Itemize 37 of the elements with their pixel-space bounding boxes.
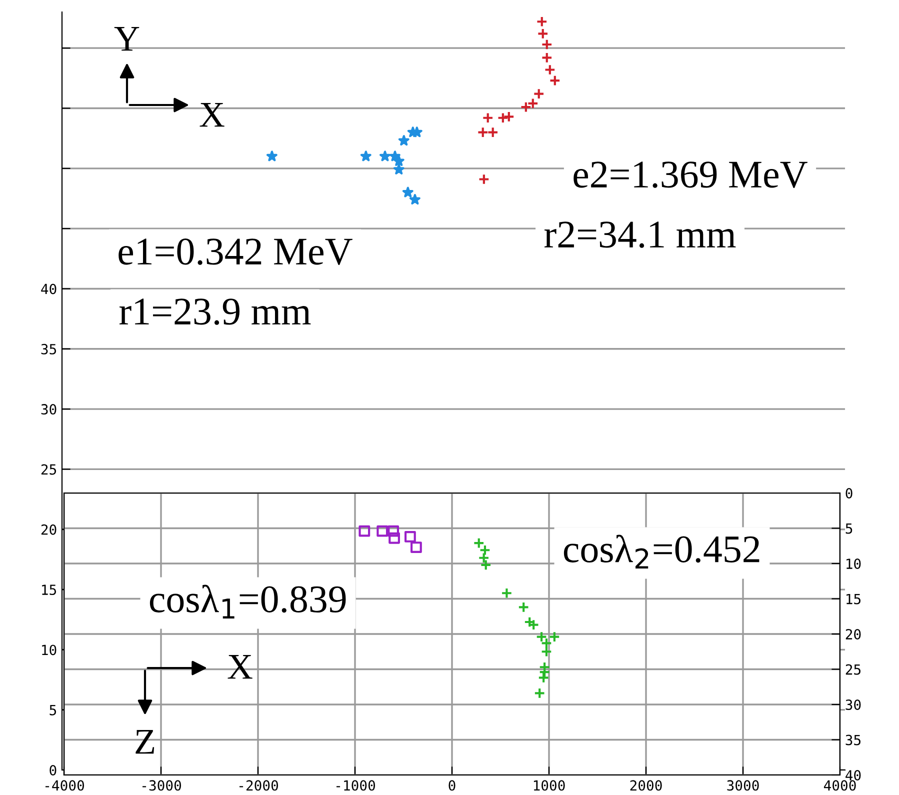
y-tick-label: 25: [846, 664, 860, 675]
y-tick-label: 30: [846, 700, 861, 710]
x-tick-label: 0: [448, 780, 456, 791]
y-tick-label: 10: [846, 558, 861, 570]
annotation: X: [200, 103, 224, 127]
y-tick-label: 0: [846, 488, 852, 499]
y-tick-label: 15: [42, 584, 56, 596]
x-tick-label: -3000: [142, 780, 182, 791]
x-tick-label: 4000: [824, 780, 856, 791]
y-tick-label: 5: [50, 705, 56, 716]
annotation: cosλ$_{1}$=0.839: [150, 584, 346, 618]
y-tick-label: 0: [50, 765, 56, 776]
x-tick-label: 2000: [630, 780, 662, 791]
annotation: e1=0.342 MeV: [118, 238, 352, 265]
y-tick-label: 15: [846, 594, 860, 604]
annotation: r1=23.9 mm: [119, 298, 311, 325]
x-tick-label: -4000: [46, 780, 84, 791]
annotation: Y: [114, 27, 140, 51]
y-tick-label: 20: [846, 629, 861, 640]
y-tick-label: 35: [41, 344, 56, 354]
x-tick-label: 3000: [727, 780, 759, 791]
annotation: Z: [136, 730, 154, 754]
annotation: cosλ$_{2}$=0.452: [564, 534, 760, 568]
x-tick-label: -2000: [240, 780, 278, 791]
x-tick-label: 1000: [534, 780, 565, 791]
y-tick-label: 10: [42, 644, 56, 656]
y-tick-label: 35: [846, 734, 860, 746]
y-tick-label: 40: [846, 770, 861, 781]
y-tick-label: 25: [41, 464, 56, 475]
y-tick-label: 30: [41, 404, 56, 415]
y-tick-label: 5: [846, 523, 852, 534]
y-tick-label: 40: [41, 284, 56, 294]
annotation: r2=34.1 mm: [544, 222, 736, 248]
x-tick-label: -1000: [336, 780, 376, 791]
annotation: X: [228, 655, 252, 679]
annotation: e2=1.369 MeV: [574, 162, 808, 188]
y-tick-label: 20: [41, 524, 56, 535]
